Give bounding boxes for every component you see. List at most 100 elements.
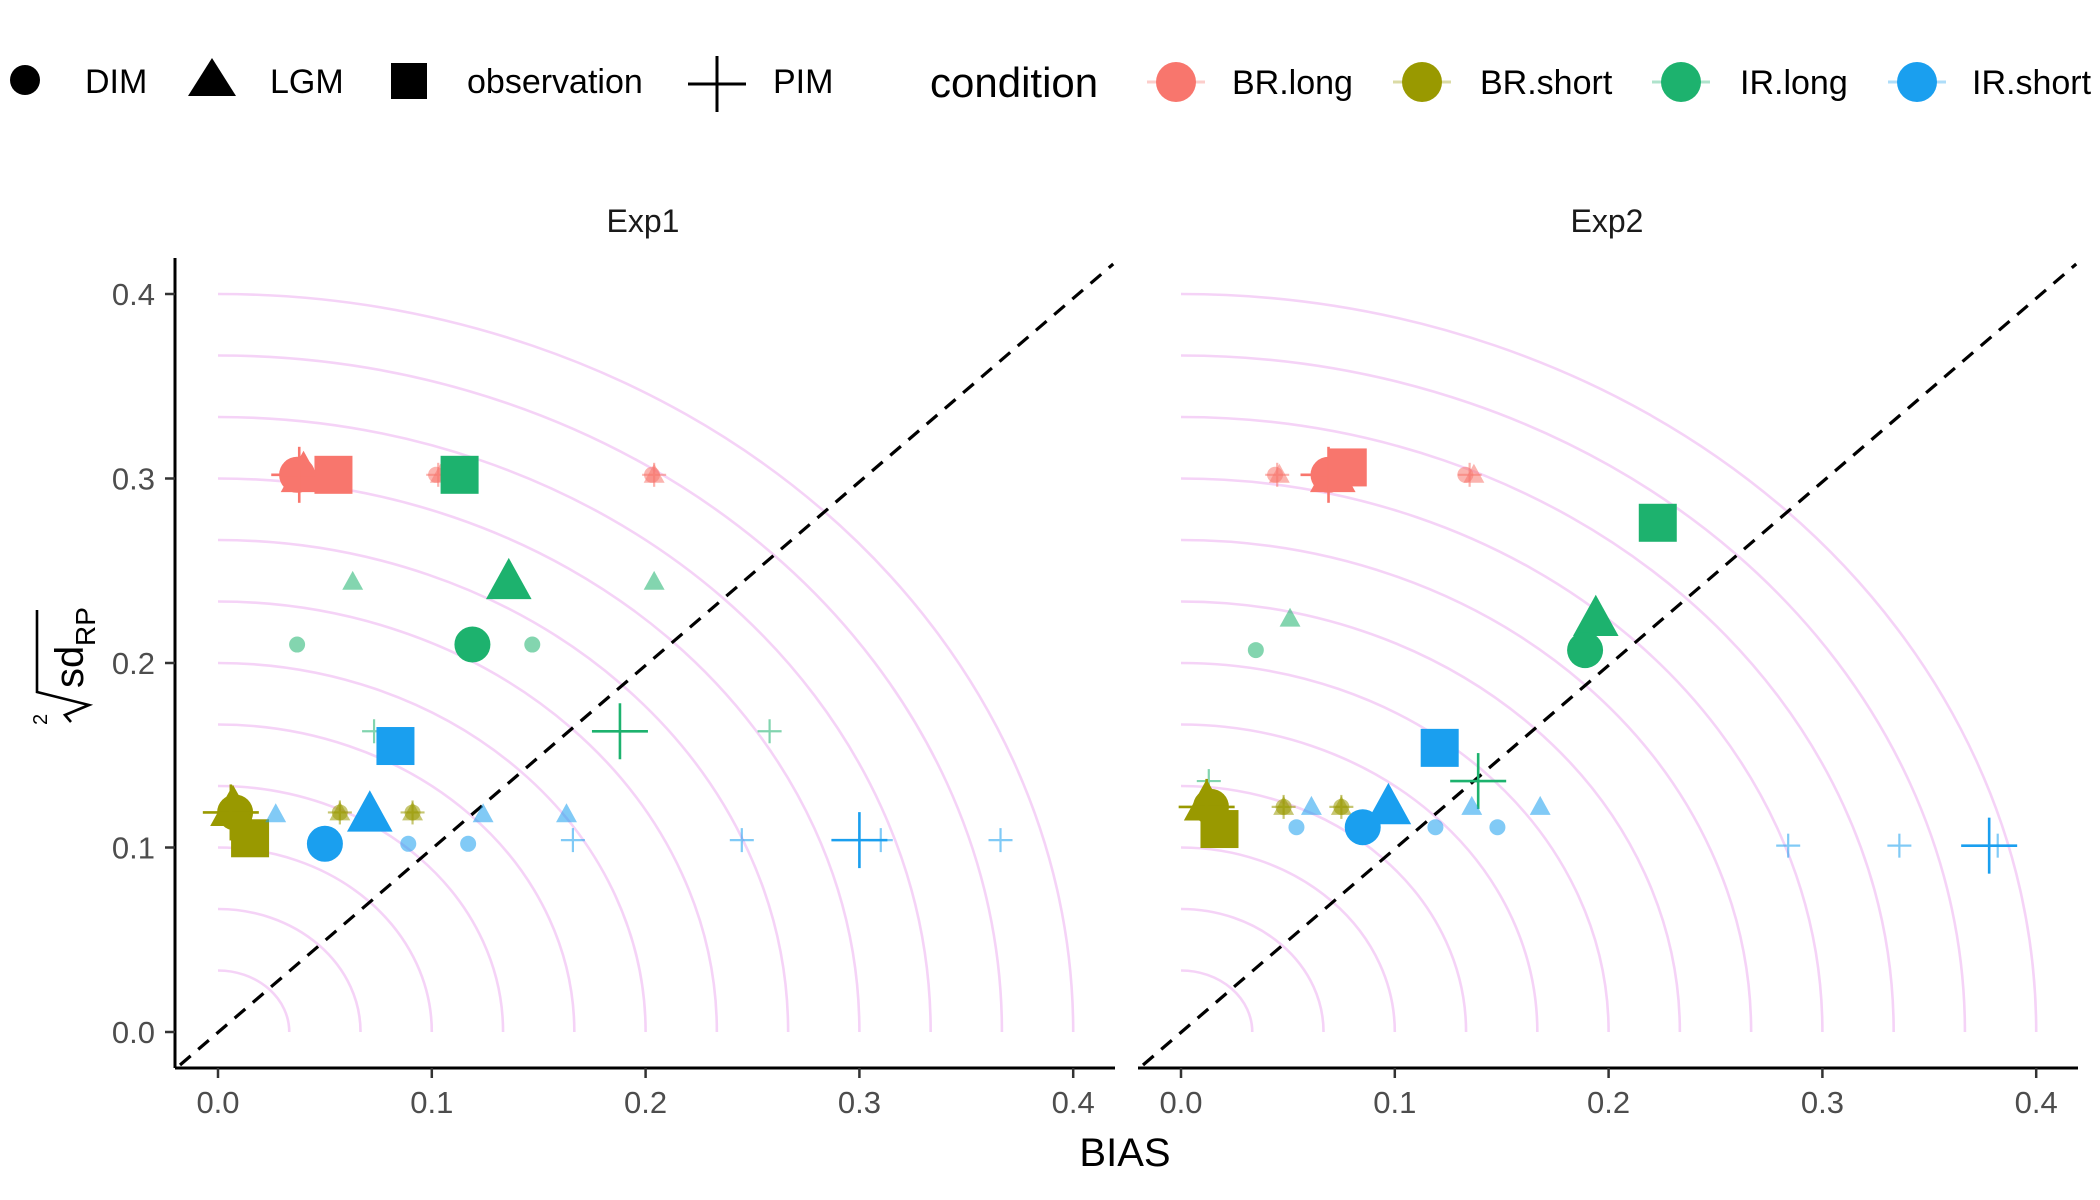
data-point-triangle xyxy=(342,570,364,590)
background-arc xyxy=(1180,292,2038,1033)
x-tick-label: 0.0 xyxy=(196,1085,239,1120)
x-tick-labels: 0.0 0.1 0.2 0.3 0.4 xyxy=(196,1085,1094,1120)
y-axis-title-main: sd xyxy=(48,646,92,688)
data-point-triangle xyxy=(1365,782,1412,825)
data-point-cross xyxy=(1265,462,1290,487)
background-arc xyxy=(217,969,291,1033)
background-arc xyxy=(1180,661,1610,1033)
reference-line-layer xyxy=(1141,262,2078,1067)
data-point-cross xyxy=(988,828,1013,853)
data-point-triangle xyxy=(1461,795,1483,815)
background-arc xyxy=(217,415,932,1033)
data-point-triangle xyxy=(1300,795,1322,815)
data-point-triangle xyxy=(643,570,665,590)
y-tick-label: 0.0 xyxy=(112,1015,155,1050)
data-point-cross xyxy=(1776,833,1801,858)
y-tick-label: 0.3 xyxy=(112,462,155,497)
data-point-cross xyxy=(1457,462,1482,487)
legend-color-label: IR.short xyxy=(1972,64,2092,102)
data-point-cross xyxy=(1985,833,2010,858)
data-point-cross xyxy=(642,462,667,487)
x-tick-label: 0.1 xyxy=(1373,1085,1416,1120)
data-point-circle xyxy=(1344,809,1381,846)
legend-color-label: BR.short xyxy=(1480,64,1613,102)
axes-layer xyxy=(1138,1066,2078,1078)
data-point-cross xyxy=(202,784,259,841)
data-point-cross xyxy=(591,703,648,760)
legend-shape-label: observation xyxy=(467,63,643,101)
x-tick-labels: 0.0 0.1 0.2 0.3 0.4 xyxy=(1159,1085,2057,1120)
x-tick-label: 0.4 xyxy=(1052,1085,1095,1120)
data-point-square xyxy=(1200,810,1239,849)
background-arc xyxy=(217,292,1075,1033)
background-arc xyxy=(1180,538,1753,1033)
panel-exp2: Exp2 0.0 0.1 0.2 0.3 0.4 xyxy=(1138,203,2078,1120)
x-tick-label: 0.1 xyxy=(410,1085,453,1120)
panel-title: Exp2 xyxy=(1571,203,1644,239)
data-point-triangle xyxy=(1279,607,1301,627)
y-axis-title-subscript: RP xyxy=(70,607,101,646)
data-point-circle xyxy=(289,636,306,653)
background-arc xyxy=(1180,723,1539,1033)
reference-line xyxy=(1141,262,2078,1067)
legend-color-key-ir-long xyxy=(1652,62,1710,102)
data-point-square xyxy=(1638,503,1677,542)
x-tick-label: 0.2 xyxy=(1587,1085,1630,1120)
data-point-circle xyxy=(1247,642,1264,659)
background-arc xyxy=(217,661,647,1033)
legend-shape-label: LGM xyxy=(270,63,344,101)
data-point-square xyxy=(1420,728,1459,767)
data-point-triangle xyxy=(1572,594,1619,636)
legend-color-label: BR.long xyxy=(1232,64,1353,102)
legend-shape-label: PIM xyxy=(773,63,833,101)
points-layer xyxy=(1178,446,2018,874)
legend-color-label: IR.long xyxy=(1740,64,1848,102)
color-legend: condition BR.long BR.short IR.long IR.sh… xyxy=(930,59,2092,106)
legend-shape-circle-key xyxy=(10,65,40,95)
shape-legend: DIM LGM observation PIM xyxy=(10,56,833,112)
y-axis-title: 2 sd RP xyxy=(30,607,101,725)
legend-shape-label: DIM xyxy=(85,63,147,101)
data-point-circle xyxy=(524,636,541,653)
data-point-square xyxy=(314,455,353,494)
legend-color-key-br-short xyxy=(1393,62,1451,102)
data-point-triangle xyxy=(346,790,393,832)
data-point-square xyxy=(376,727,415,766)
color-legend-title: condition xyxy=(930,59,1098,106)
points-layer xyxy=(202,446,1013,869)
data-point-circle xyxy=(1288,819,1305,836)
background-arc xyxy=(1180,415,1895,1033)
data-point-cross xyxy=(400,800,425,825)
data-point-triangle xyxy=(1529,795,1551,815)
data-point-cross xyxy=(1271,794,1296,819)
y-tick-label: 0.4 xyxy=(112,277,155,312)
data-point-circle xyxy=(1489,819,1506,836)
data-point-square xyxy=(440,455,479,494)
data-point-square xyxy=(231,819,270,858)
background-arc xyxy=(1180,477,1824,1033)
legend-shape-square-key xyxy=(391,63,427,99)
data-point-triangle xyxy=(556,803,577,823)
background-arc xyxy=(217,907,362,1033)
x-tick-label: 0.3 xyxy=(838,1085,881,1120)
data-point-cross xyxy=(1887,833,1912,858)
data-point-cross xyxy=(1450,753,1507,810)
data-point-square xyxy=(1328,448,1367,487)
data-point-triangle xyxy=(210,784,256,827)
reference-line xyxy=(178,262,1115,1067)
y-axis-radical-sign xyxy=(35,610,94,723)
y-tick-label: 0.1 xyxy=(112,831,155,866)
background-arc xyxy=(217,354,1004,1033)
x-tick-label: 0.2 xyxy=(624,1085,667,1120)
background-arc xyxy=(1180,969,1254,1033)
background-arc xyxy=(1180,907,1325,1033)
background-arc xyxy=(217,538,790,1033)
data-point-cross xyxy=(327,800,352,825)
x-tick-label: 0.4 xyxy=(2015,1085,2058,1120)
legend-shape-triangle-key xyxy=(188,58,236,96)
data-point-triangle xyxy=(472,803,494,823)
background-arc xyxy=(217,477,861,1033)
data-point-circle xyxy=(400,835,417,852)
data-point-cross xyxy=(757,719,782,744)
